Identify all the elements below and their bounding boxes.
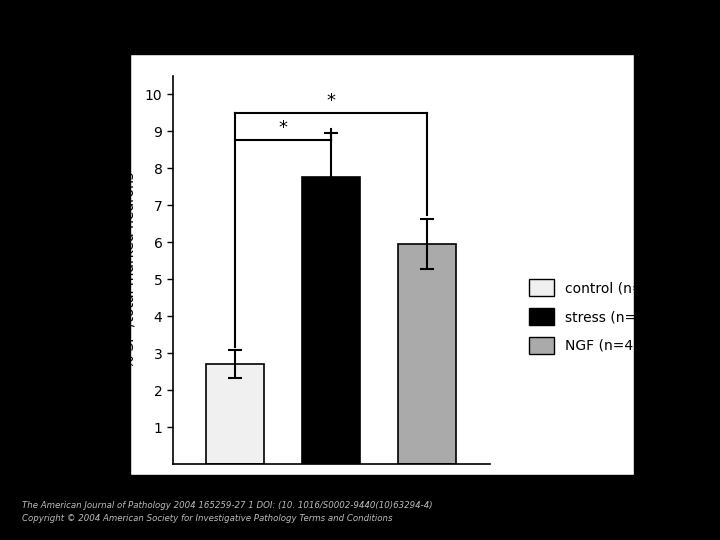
Y-axis label: % SP⁺/total marked neurons: % SP⁺/total marked neurons — [122, 172, 136, 368]
Text: *: * — [279, 119, 288, 138]
Bar — [302, 178, 360, 464]
Bar — [207, 364, 264, 464]
Legend: control (n=4), stress (n=4), NGF (n=4): control (n=4), stress (n=4), NGF (n=4) — [522, 273, 665, 361]
Text: The American Journal of Pathology 2004 165259-27 1 DOI: (10. 1016/S0002-9440(10): The American Journal of Pathology 2004 1… — [22, 501, 432, 510]
Bar — [398, 244, 456, 464]
Text: Copyright © 2004 American Society for Investigative Pathology Terms and Conditio: Copyright © 2004 American Society for In… — [22, 514, 392, 523]
Text: Figure 8: Figure 8 — [329, 19, 391, 34]
Text: *: * — [327, 92, 336, 110]
